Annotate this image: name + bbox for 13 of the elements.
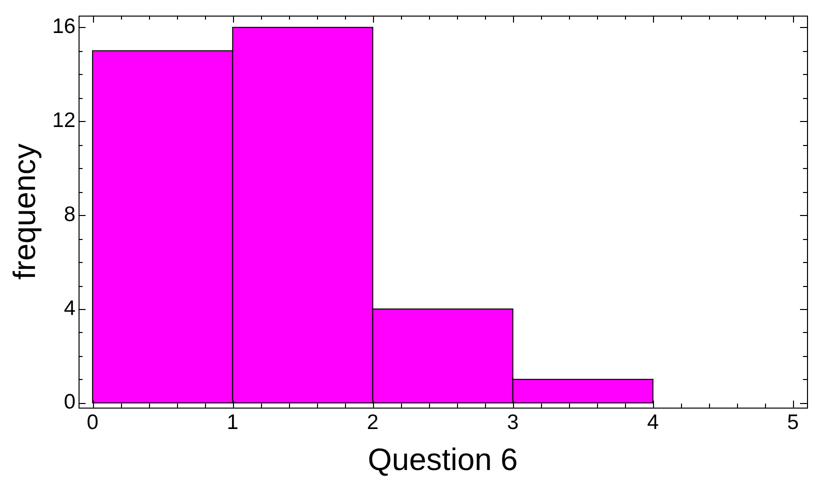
y-axis-title: frequency xyxy=(7,143,42,280)
y-tick-label: 12 xyxy=(52,109,76,132)
x-tick-label: 2 xyxy=(366,410,379,434)
x-tick-label: 4 xyxy=(647,410,660,434)
y-tick-label: 0 xyxy=(64,390,76,414)
x-axis-title: Question 6 xyxy=(368,442,518,477)
x-tick-label: 5 xyxy=(787,410,799,434)
y-tick-label: 16 xyxy=(52,15,76,38)
x-tick-label: 1 xyxy=(226,410,238,434)
y-tick-label: 8 xyxy=(64,202,76,226)
x-tick-label: 0 xyxy=(86,410,98,434)
x-tick-label: 3 xyxy=(506,410,519,434)
y-tick-label: 4 xyxy=(64,296,76,320)
